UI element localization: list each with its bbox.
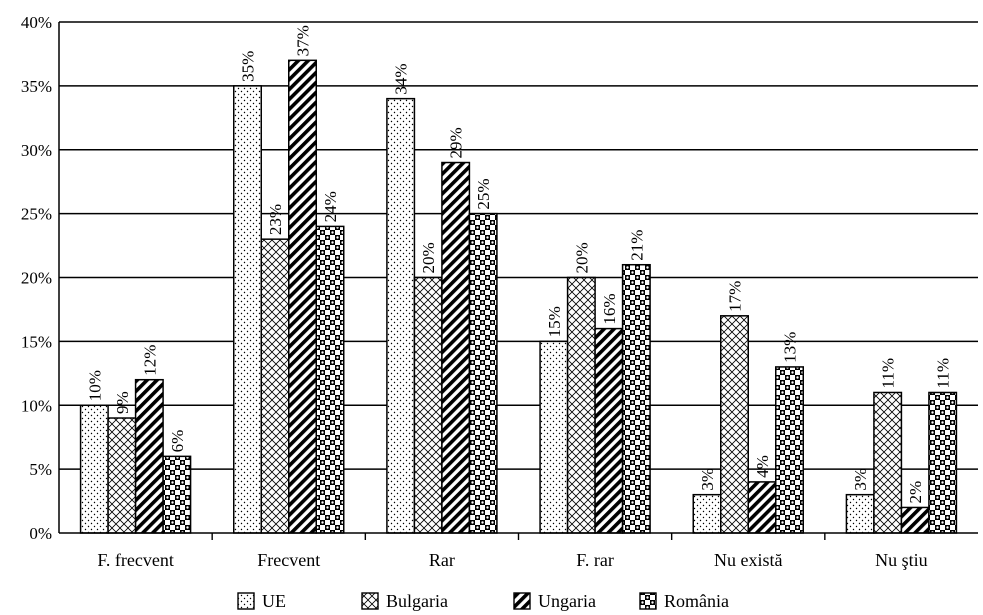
y-tick-label: 40% <box>21 13 52 32</box>
bar <box>315 225 345 534</box>
y-tick-label: 5% <box>29 460 52 479</box>
x-tick-label: Nu există <box>714 550 782 570</box>
bar <box>107 417 137 534</box>
x-tick-label: F. frecvent <box>97 550 174 570</box>
bar <box>233 85 262 534</box>
bar <box>594 327 624 534</box>
bar <box>79 404 109 534</box>
bar <box>747 481 777 534</box>
y-tick-label: 0% <box>29 524 52 543</box>
data-label: 15% <box>545 306 564 337</box>
bar <box>900 506 930 534</box>
data-label: 37% <box>294 25 313 56</box>
y-tick-label: 20% <box>21 269 52 288</box>
data-label: 35% <box>239 51 258 82</box>
data-label: 3% <box>851 468 870 491</box>
data-label: 2% <box>906 481 925 504</box>
legend-swatch <box>513 592 531 610</box>
bars: 10% 9% 12% 6% 35% 23% 37% 24% 34% 20% 29% 25% 15% 20%… <box>79 25 958 534</box>
y-tick-label: 35% <box>21 77 52 96</box>
bar <box>288 59 317 534</box>
data-label: 17% <box>726 281 745 312</box>
data-label: 12% <box>140 345 159 376</box>
bar <box>468 212 498 534</box>
legend-label: Bulgaria <box>386 591 448 611</box>
x-tick-label: F. rar <box>576 550 614 570</box>
data-label: 24% <box>321 191 340 222</box>
x-tick-label: Rar <box>429 550 455 570</box>
y-tick-label: 30% <box>21 141 52 160</box>
bar <box>775 366 804 534</box>
legend-swatch <box>639 592 657 610</box>
bar <box>441 161 471 534</box>
bar <box>162 455 192 534</box>
data-label: 3% <box>698 468 717 491</box>
data-label: 11% <box>934 358 953 389</box>
bar <box>720 315 749 534</box>
data-label: 23% <box>266 204 285 235</box>
legend-label: România <box>664 591 729 611</box>
data-label: 11% <box>879 358 898 389</box>
axes: 0% 5% 10% 15% 20% 25% 30% 35% 40% F. frecvent Frec… <box>21 13 978 570</box>
data-label: 20% <box>572 242 591 273</box>
bar <box>845 493 875 534</box>
legend-label: UE <box>262 591 286 611</box>
legend-swatch <box>237 592 255 610</box>
gridlines <box>59 21 978 470</box>
data-label: 20% <box>419 242 438 273</box>
legend-swatch <box>361 592 379 610</box>
y-tick-label: 10% <box>21 396 52 415</box>
data-label: 4% <box>753 455 772 478</box>
data-label: 13% <box>781 332 800 363</box>
legend: UE Bulgaria Ungaria România <box>237 591 729 611</box>
data-label: 16% <box>600 293 619 324</box>
y-tick-label: 15% <box>21 332 52 351</box>
data-label: 25% <box>474 178 493 209</box>
bar <box>566 276 596 534</box>
bar <box>413 276 443 534</box>
bar <box>621 263 651 534</box>
bar <box>873 391 903 534</box>
bar <box>692 493 722 534</box>
data-label: 34% <box>392 63 411 94</box>
bar <box>539 340 569 534</box>
data-label: 21% <box>627 230 646 261</box>
data-label: 9% <box>113 391 132 414</box>
x-tick-label: Frecvent <box>257 550 320 570</box>
data-label: 29% <box>447 127 466 158</box>
bar <box>928 391 958 534</box>
legend-label: Ungaria <box>538 591 596 611</box>
bar <box>260 238 290 534</box>
data-label: 6% <box>168 430 187 453</box>
bar <box>134 378 164 534</box>
bar <box>386 97 416 534</box>
x-tick-label: Nu ştiu <box>875 550 928 570</box>
y-tick-label: 25% <box>21 205 52 224</box>
data-label: 10% <box>85 370 104 401</box>
